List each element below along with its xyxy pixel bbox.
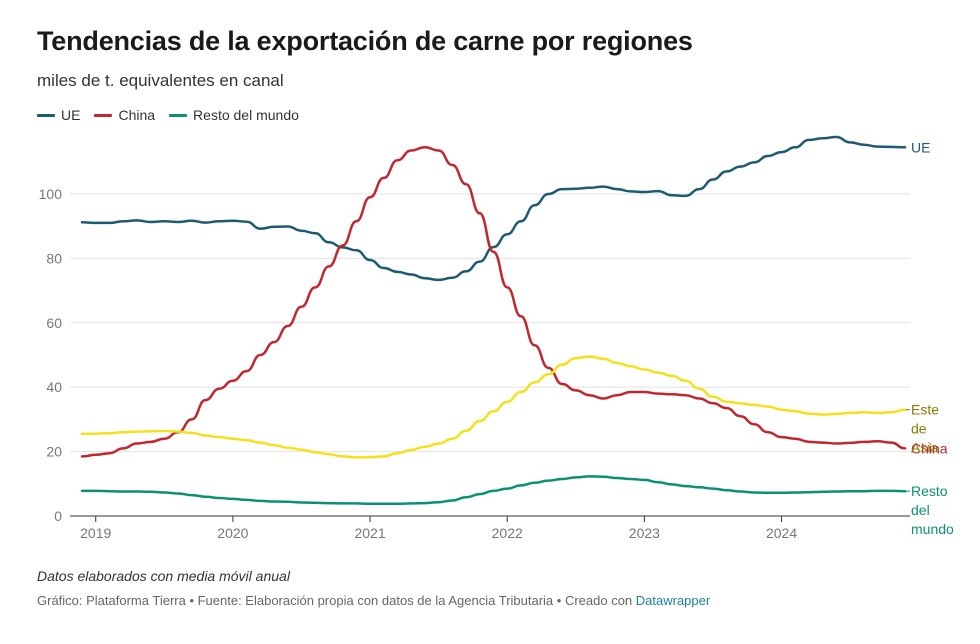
legend: UE China Resto del mundo bbox=[37, 107, 299, 123]
legend-swatch-resto bbox=[169, 113, 188, 117]
end-label-este-de-asia: Este de Asia bbox=[911, 402, 939, 456]
chart-subtitle: miles de t. equivalentes en canal bbox=[37, 71, 284, 90]
x-tick-label-2023: 2023 bbox=[629, 525, 660, 541]
series-line-china bbox=[80, 146, 907, 458]
x-tick-label-2019: 2019 bbox=[80, 525, 111, 541]
chart-title: Tendencias de la exportación de carne po… bbox=[37, 26, 693, 56]
credit-text: Gráfico: Plataforma Tierra • Fuente: Ela… bbox=[37, 593, 636, 608]
legend-swatch-ue bbox=[37, 113, 55, 117]
chart-credit: Gráfico: Plataforma Tierra • Fuente: Ela… bbox=[37, 593, 710, 608]
line-chart: 0 20 40 60 80 100 2019 2020 2021 2022 2023 2024 UE Ch… bbox=[39, 135, 954, 541]
legend-item-china: China bbox=[94, 107, 155, 123]
y-tick-label-60: 60 bbox=[46, 315, 62, 331]
y-tick-label-100: 100 bbox=[39, 186, 63, 202]
legend-swatch-china bbox=[94, 113, 113, 117]
legend-item-ue: UE bbox=[37, 107, 80, 123]
series-line-este-de-asia bbox=[80, 355, 907, 459]
end-label-ue: UE bbox=[911, 139, 930, 155]
series-line-resto-del-mundo bbox=[80, 475, 907, 506]
x-tick-label-2024: 2024 bbox=[766, 525, 797, 541]
chart-note: Datos elaborados con media móvil anual bbox=[37, 568, 290, 584]
x-tick-label-2021: 2021 bbox=[354, 525, 385, 541]
y-tick-label-40: 40 bbox=[46, 379, 62, 395]
legend-label-ue: UE bbox=[61, 107, 81, 123]
end-label-resto-del-mundo: Resto del mundo bbox=[911, 483, 954, 537]
x-tick-label-2020: 2020 bbox=[217, 525, 248, 541]
x-tick-label-2022: 2022 bbox=[492, 525, 523, 541]
y-tick-label-20: 20 bbox=[46, 444, 62, 460]
legend-label-resto: Resto del mundo bbox=[193, 107, 299, 123]
legend-item-resto: Resto del mundo bbox=[169, 107, 299, 123]
y-tick-label-80: 80 bbox=[46, 250, 62, 266]
datawrapper-link[interactable]: Datawrapper bbox=[635, 593, 711, 608]
legend-label-china: China bbox=[118, 107, 156, 123]
end-label-china: China bbox=[911, 440, 948, 456]
y-tick-label-0: 0 bbox=[54, 508, 62, 524]
series-line-ue bbox=[80, 135, 907, 282]
